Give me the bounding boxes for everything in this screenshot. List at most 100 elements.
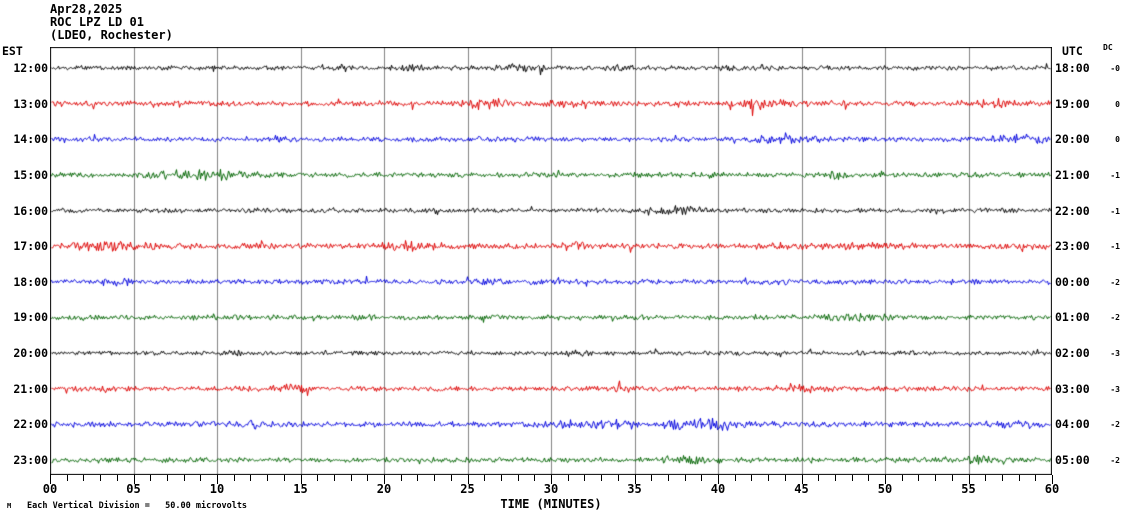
est-hour-label: 14:00: [13, 132, 48, 147]
x-minor-tick: [367, 475, 368, 481]
x-tick-label: 40: [710, 482, 726, 496]
x-tick-label: 20: [376, 482, 392, 496]
x-minor-tick: [735, 475, 736, 481]
x-minor-tick: [701, 475, 702, 481]
x-minor-tick: [451, 475, 452, 481]
utc-hour-label: 01:00: [1055, 310, 1090, 325]
dc-value: -3: [1110, 384, 1120, 394]
x-minor-tick: [685, 475, 686, 481]
x-minor-tick: [651, 475, 652, 481]
x-minor-tick: [935, 475, 936, 481]
x-major-tick: [134, 475, 135, 484]
dc-value: -1: [1110, 206, 1120, 216]
title-date: Apr28,2025: [50, 2, 123, 16]
x-minor-tick: [417, 475, 418, 481]
utc-hour-label: 21:00: [1055, 167, 1090, 182]
x-minor-tick: [868, 475, 869, 481]
dc-value: -3: [1110, 349, 1120, 359]
x-minor-tick: [484, 475, 485, 481]
x-minor-tick: [985, 475, 986, 481]
x-tick-label: 25: [460, 482, 475, 496]
x-minor-tick: [618, 475, 619, 481]
x-minor-tick: [234, 475, 235, 481]
x-major-tick: [635, 475, 636, 484]
est-hour-label: 13:00: [13, 96, 48, 111]
est-hour-label: 20:00: [13, 346, 48, 361]
dc-value: 0: [1115, 135, 1120, 145]
x-minor-tick: [1035, 475, 1036, 481]
title-location: (LDEO, Rochester): [50, 28, 173, 42]
x-minor-tick: [501, 475, 502, 481]
est-hour-label: 23:00: [13, 453, 48, 467]
x-minor-tick: [534, 475, 535, 481]
x-minor-tick: [818, 475, 819, 481]
x-tick-label: 50: [877, 482, 893, 496]
corner-mark: M: [7, 502, 12, 510]
x-minor-tick: [668, 475, 669, 481]
x-tick-label: 60: [1044, 482, 1060, 496]
x-minor-tick: [601, 475, 602, 481]
x-major-tick: [1052, 475, 1053, 484]
x-tick-label: 10: [209, 482, 225, 496]
dc-value: -2: [1110, 456, 1120, 465]
x-minor-tick: [952, 475, 953, 481]
utc-hour-label: 02:00: [1055, 346, 1090, 361]
x-minor-tick: [267, 475, 268, 481]
x-major-tick: [468, 475, 469, 484]
dc-value: -1: [1110, 242, 1120, 252]
x-minor-tick: [351, 475, 352, 481]
x-minor-tick: [184, 475, 185, 481]
x-minor-tick: [852, 475, 853, 481]
x-minor-tick: [434, 475, 435, 481]
x-minor-tick: [200, 475, 201, 481]
x-major-tick: [301, 475, 302, 484]
x-minor-tick: [284, 475, 285, 481]
x-minor-tick: [317, 475, 318, 481]
est-hour-label: 22:00: [13, 417, 48, 432]
dc-value: -2: [1110, 313, 1120, 323]
x-minor-tick: [150, 475, 151, 481]
x-tick-label: 30: [543, 482, 559, 496]
x-minor-tick: [67, 475, 68, 481]
x-major-tick: [969, 475, 970, 484]
utc-hour-label: 04:00: [1055, 417, 1090, 432]
vertical-division-scale-note: Each Vertical Division = 50.00 microvolt…: [27, 501, 248, 511]
x-minor-tick: [768, 475, 769, 481]
x-minor-tick: [835, 475, 836, 481]
x-minor-tick: [83, 475, 84, 481]
x-minor-tick: [1019, 475, 1020, 481]
x-tick-label: 55: [961, 482, 976, 496]
x-tick-label: 15: [293, 482, 308, 496]
dc-value: -2: [1110, 277, 1120, 287]
est-hour-label: 19:00: [13, 310, 48, 325]
utc-hour-label: 22:00: [1055, 203, 1090, 218]
utc-hour-label: 05:00: [1055, 453, 1090, 467]
utc-hour-label: 03:00: [1055, 381, 1090, 396]
x-minor-tick: [918, 475, 919, 481]
x-major-tick: [217, 475, 218, 484]
utc-hour-label: 19:00: [1055, 96, 1090, 111]
x-major-tick: [551, 475, 552, 484]
x-minor-tick: [785, 475, 786, 481]
utc-hour-label: 23:00: [1055, 239, 1090, 254]
est-hour-label: 15:00: [13, 167, 48, 182]
seismogram-plot-canvas: [50, 47, 1052, 475]
x-axis-title: TIME (MINUTES): [500, 497, 602, 511]
x-tick-label: 05: [126, 482, 141, 496]
est-hour-label: 12:00: [13, 61, 48, 75]
x-minor-tick: [568, 475, 569, 481]
x-minor-tick: [334, 475, 335, 481]
title-block: Apr28,2025 ROC LPZ LD 01 (LDEO, Rocheste…: [50, 3, 173, 42]
x-major-tick: [802, 475, 803, 484]
x-minor-tick: [250, 475, 251, 481]
x-tick-label: 45: [794, 482, 809, 496]
x-minor-tick: [902, 475, 903, 481]
dc-value: -2: [1110, 420, 1120, 430]
utc-hour-label: 00:00: [1055, 274, 1090, 289]
x-minor-tick: [401, 475, 402, 481]
x-major-tick: [718, 475, 719, 484]
x-minor-tick: [100, 475, 101, 481]
x-major-tick: [384, 475, 385, 484]
dc-value: -1: [1110, 170, 1120, 180]
